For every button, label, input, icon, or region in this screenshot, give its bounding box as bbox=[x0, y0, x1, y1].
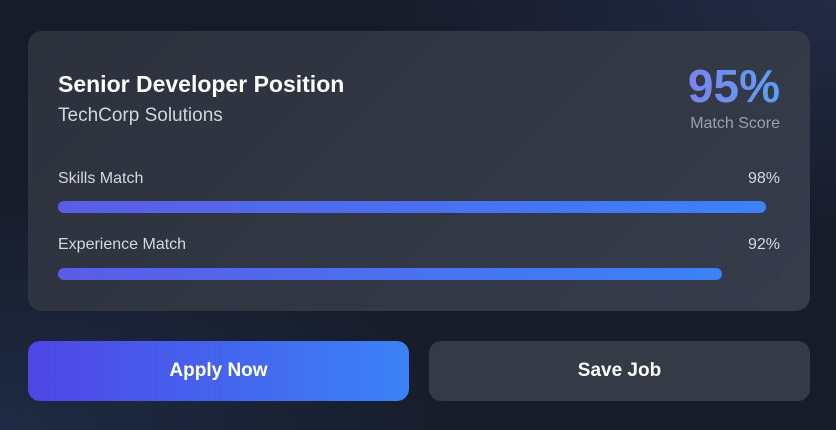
skills-match-value: 98% bbox=[747, 170, 780, 187]
skills-match-label: Skills Match bbox=[58, 170, 144, 187]
save-job-button[interactable]: Save Job bbox=[429, 341, 810, 401]
company-name: TechCorp Solutions bbox=[58, 105, 223, 126]
skills-match-bar bbox=[58, 201, 780, 213]
experience-match-bar bbox=[58, 268, 780, 280]
job-title: Senior Developer Position bbox=[58, 71, 345, 97]
skills-match-fill bbox=[58, 201, 766, 213]
experience-match-value: 92% bbox=[747, 236, 780, 253]
match-score-label: Match Score bbox=[690, 115, 780, 132]
experience-match-label: Experience Match bbox=[58, 236, 187, 253]
job-match-card: Senior Developer Position TechCorp Solut… bbox=[28, 31, 810, 311]
experience-match-fill bbox=[58, 268, 723, 280]
apply-now-button[interactable]: Apply Now bbox=[28, 341, 409, 401]
match-score: 95% bbox=[687, 60, 780, 112]
